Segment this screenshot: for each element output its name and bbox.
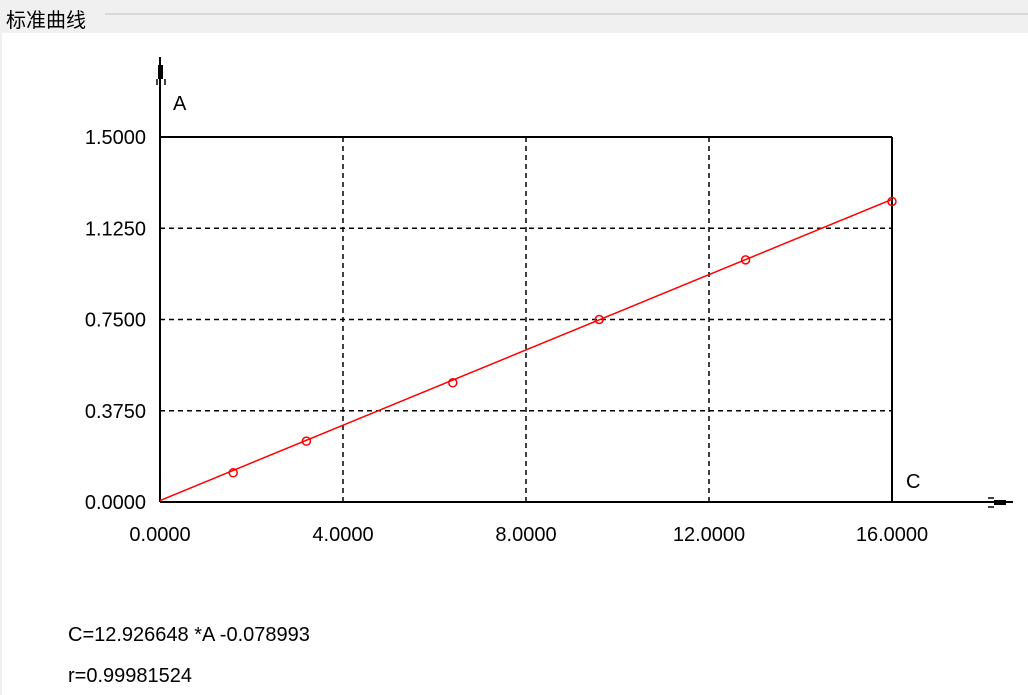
x-tick-label: 0.0000 bbox=[129, 524, 190, 546]
x-tick-label: 16.0000 bbox=[856, 524, 928, 546]
fit-line bbox=[159, 198, 893, 502]
x-tick-label: 8.0000 bbox=[495, 524, 556, 546]
window-title: 标准曲线 bbox=[6, 4, 90, 33]
data-point bbox=[887, 196, 897, 207]
y-tick-label: 1.1250 bbox=[85, 218, 146, 240]
header-divider bbox=[105, 13, 1028, 15]
y-tick-label: 0.7500 bbox=[85, 310, 146, 332]
x-tick-label: 4.0000 bbox=[312, 524, 373, 546]
y-tick-label: 0.0000 bbox=[85, 492, 146, 514]
data-point bbox=[740, 255, 751, 265]
window-header: 标准曲线 bbox=[0, 0, 1028, 33]
regression-equation: C=12.926648 *A -0.078993 bbox=[68, 624, 310, 646]
correlation-coefficient: r=0.99981524 bbox=[68, 665, 193, 687]
chart-panel bbox=[2, 33, 1028, 695]
x-tick-label: 12.0000 bbox=[673, 524, 745, 546]
data-point bbox=[594, 314, 604, 325]
y-tick-label: 1.5000 bbox=[85, 127, 146, 149]
data-point bbox=[448, 378, 458, 388]
y-axis-label: A bbox=[173, 93, 187, 115]
x-axis-label: C bbox=[906, 471, 920, 493]
y-axis-arrow-icon bbox=[158, 65, 163, 79]
x-axis-arrow-icon bbox=[994, 500, 1006, 505]
data-point bbox=[228, 468, 238, 478]
y-tick-label: 0.3750 bbox=[85, 401, 146, 423]
data-point bbox=[301, 436, 312, 446]
